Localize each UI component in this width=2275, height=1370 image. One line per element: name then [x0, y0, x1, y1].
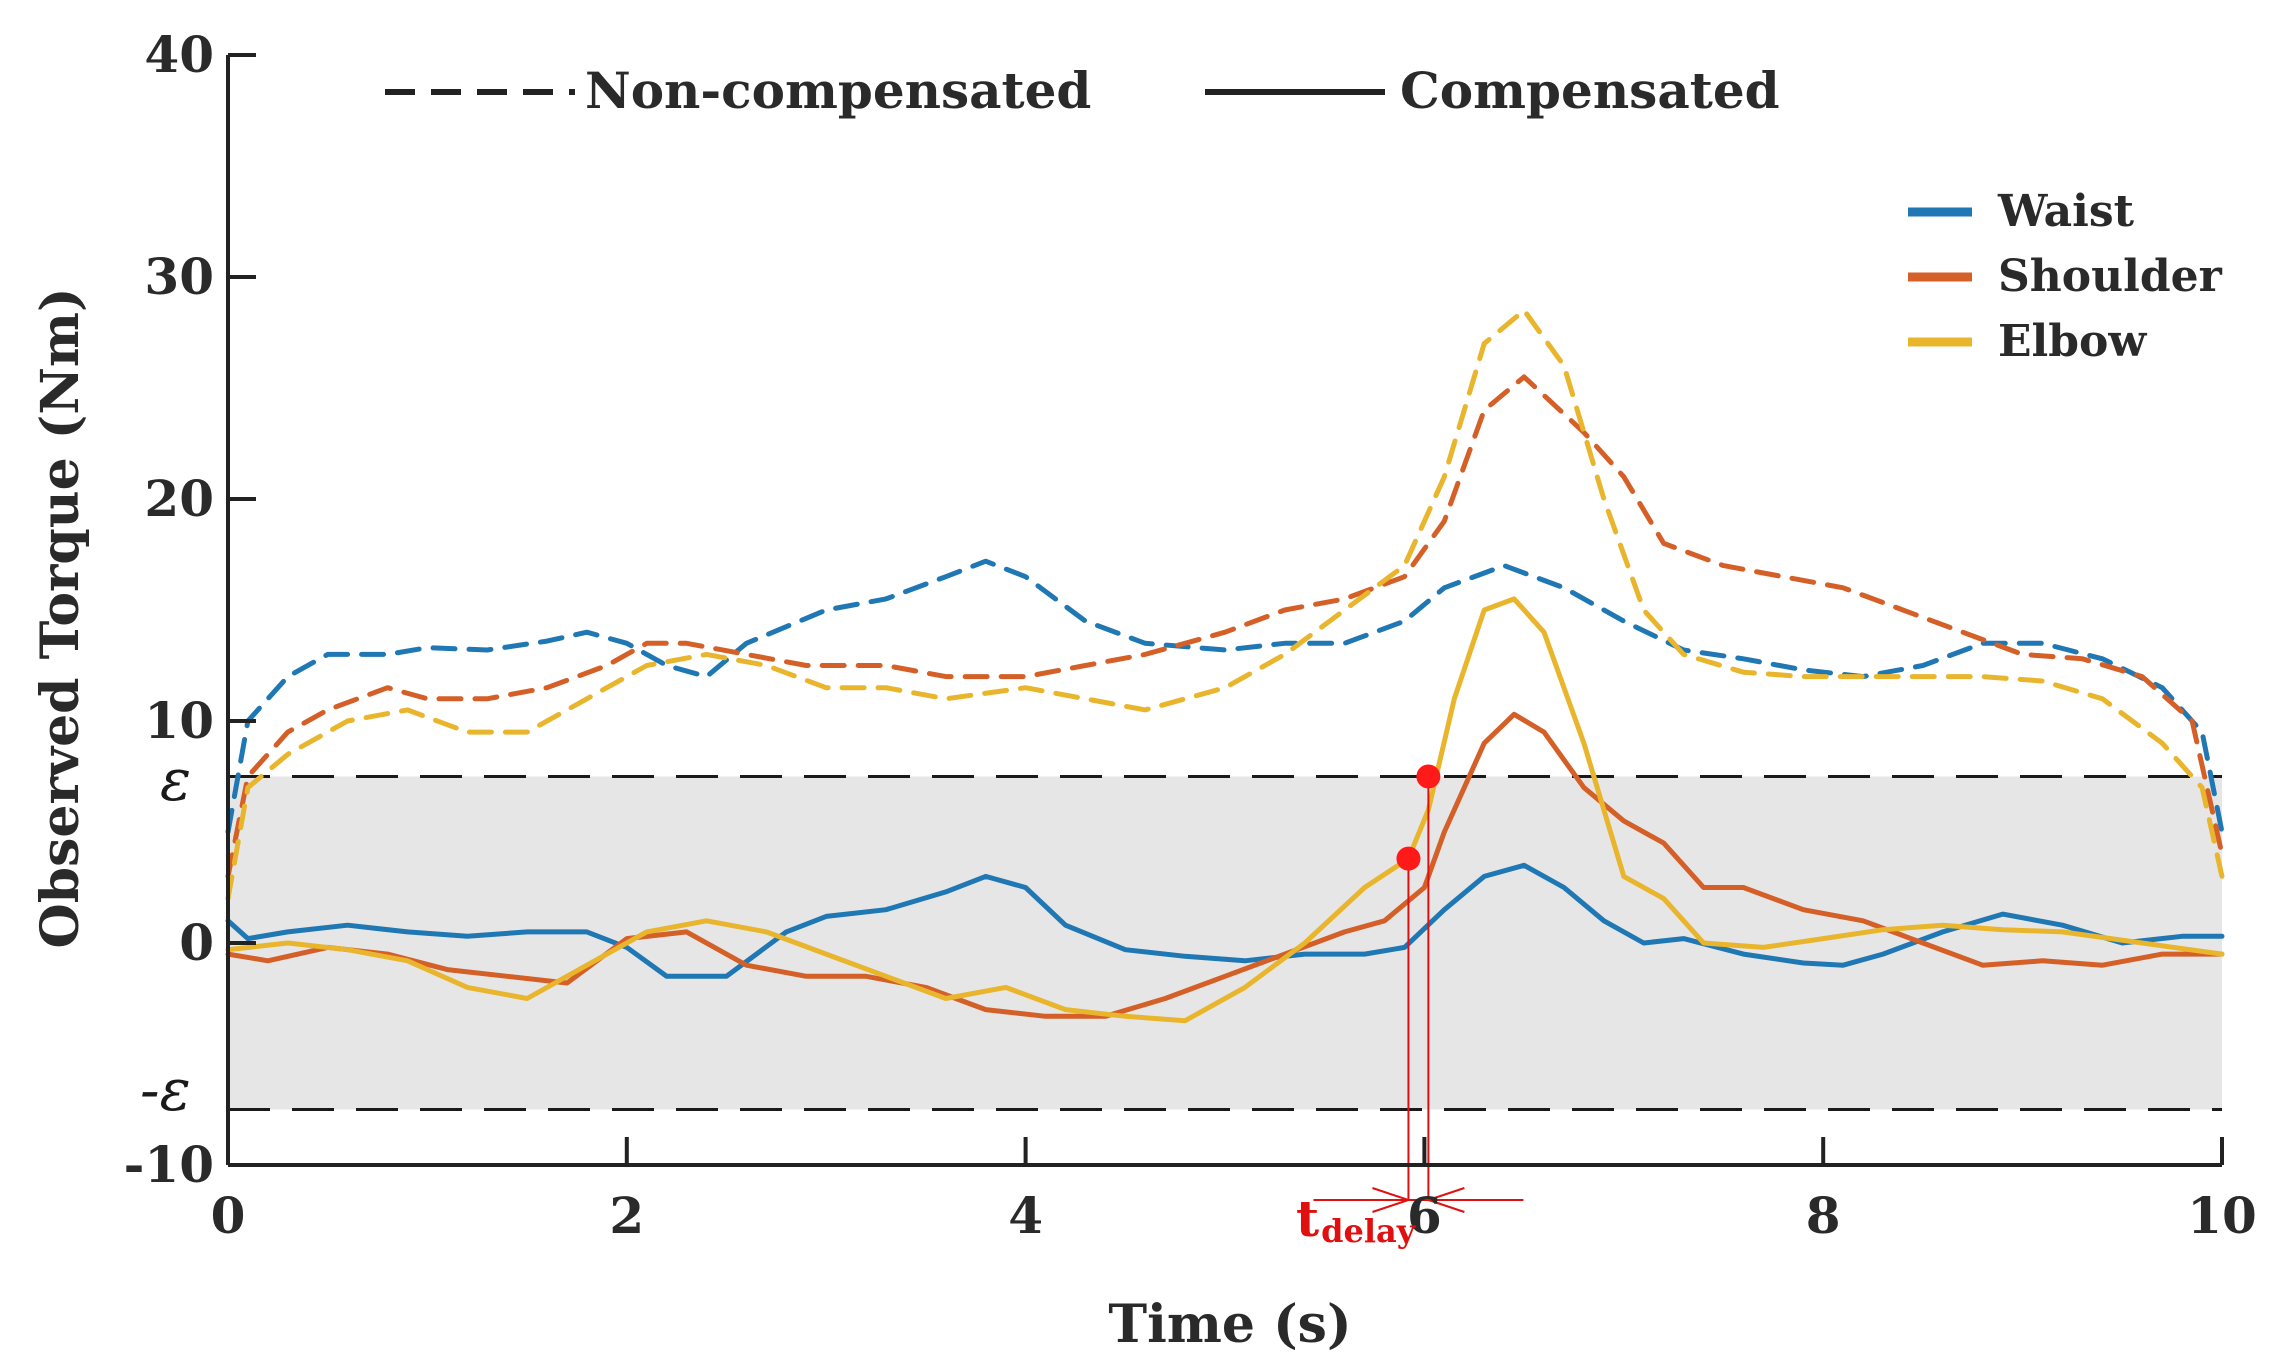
x-tick-label: 10 — [2187, 1186, 2257, 1245]
legend-shoulder: Shoulder — [1998, 251, 2223, 302]
crossing-marker — [1416, 764, 1441, 789]
x-axis-title: Time (s) — [1108, 1294, 1351, 1355]
delay-annotation — [1313, 776, 1524, 1213]
t-delay-subscript: delay — [1321, 1212, 1417, 1250]
y-tick-label: 30 — [144, 247, 214, 306]
series-layer — [225, 307, 2225, 1024]
neg-epsilon-label: -ε — [140, 1056, 191, 1124]
delay-arrow-right — [1425, 1187, 1465, 1213]
x-tick-label: 8 — [1806, 1186, 1841, 1245]
y-tick-label: 40 — [144, 25, 214, 84]
series-elbow-non-compensated-line — [225, 307, 2225, 902]
series-waist-compensated-line — [225, 862, 2225, 979]
y-axis-title: Observed Torque (Nm) — [30, 287, 91, 948]
marker-layer — [1396, 764, 1441, 871]
crossing-marker — [1396, 846, 1421, 871]
delay-arrow-left — [1372, 1187, 1412, 1213]
x-tick-label: 4 — [1008, 1186, 1043, 1245]
t-delay-label: tdelay — [1296, 1189, 1417, 1250]
y-tick-label: 10 — [144, 691, 214, 750]
series-legend: Waist Shoulder Elbow — [1908, 186, 2223, 367]
legend-compensated: Compensated — [1400, 61, 1780, 120]
line-style-legend: Non-compensated Compensated — [385, 61, 1780, 120]
series-shoulder-compensated-line — [225, 711, 2225, 1019]
y-tick-label: 0 — [179, 913, 214, 972]
series-elbow-compensated-line — [225, 596, 2225, 1024]
x-tick-label: 6 — [1407, 1186, 1442, 1245]
epsilon-label: ε — [160, 746, 191, 814]
legend-elbow: Elbow — [1998, 316, 2147, 367]
legend-waist: Waist — [1997, 186, 2135, 237]
threshold-band — [228, 776, 2222, 1110]
series-shoulder-non-compensated-line — [225, 374, 2225, 879]
x-tick-label: 2 — [609, 1186, 644, 1245]
series-waist-non-compensated-line — [225, 558, 2225, 835]
x-tick-label: 0 — [211, 1186, 246, 1245]
y-tick-label: 20 — [144, 469, 214, 528]
t-delay-t: t — [1296, 1189, 1319, 1248]
legend-non-compensated: Non-compensated — [585, 61, 1091, 120]
y-tick-label: -10 — [124, 1135, 214, 1194]
